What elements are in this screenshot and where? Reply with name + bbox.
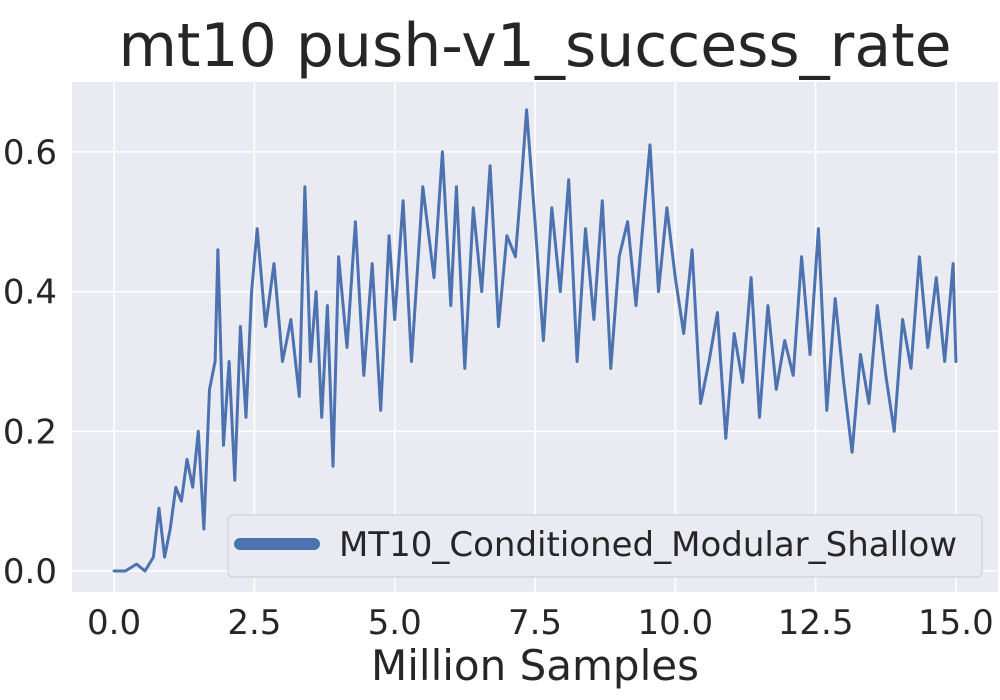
y-tick-labels: 0.0 0.2 0.4 0.6	[3, 133, 57, 592]
x-tick-label: 12.5	[778, 603, 854, 643]
x-tick-label: 15.0	[918, 603, 994, 643]
x-tick-label: 5.0	[368, 603, 422, 643]
y-tick-label: 0.0	[3, 552, 57, 592]
series-layer	[112, 108, 958, 573]
x-tick-label: 10.0	[637, 603, 713, 643]
y-tick-label: 0.4	[3, 273, 57, 313]
legend: MT10_Conditioned_Modular_Shallow	[227, 514, 983, 578]
series-line	[112, 108, 958, 573]
x-axis-label: Million Samples	[371, 641, 699, 690]
chart-title: mt10 push-v1_success_rate	[118, 11, 951, 81]
y-tick-label: 0.2	[3, 412, 57, 452]
grid-lines	[72, 82, 998, 592]
x-tick-label: 0.0	[87, 603, 141, 643]
x-tick-label: 7.5	[508, 603, 562, 643]
y-tick-label: 0.6	[3, 133, 57, 173]
legend-label: MT10_Conditioned_Modular_Shallow	[339, 525, 957, 565]
legend-box	[227, 514, 983, 578]
x-tick-label: 2.5	[227, 603, 281, 643]
x-tick-labels: 0.0 2.5 5.0 7.5 10.0 12.5 15.0	[87, 603, 994, 643]
